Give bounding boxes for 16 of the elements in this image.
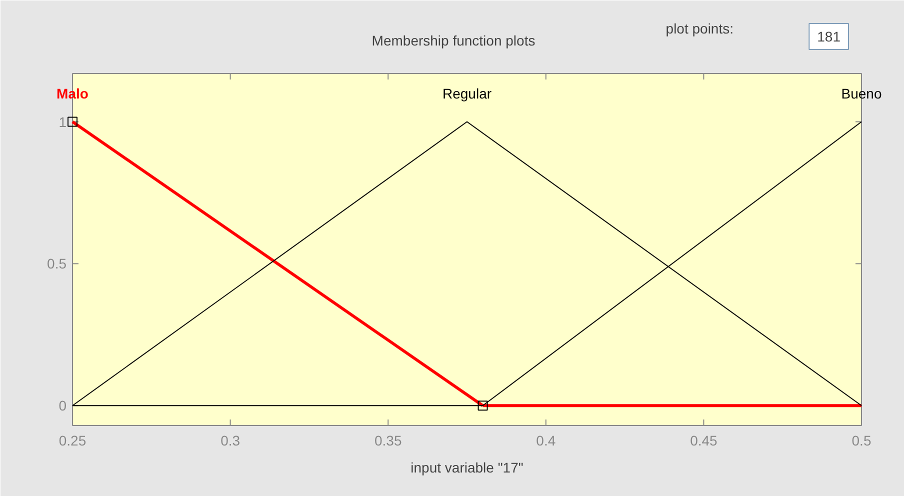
text: Regular <box>442 86 492 102</box>
x-tick-label: 0.3 <box>220 432 240 448</box>
x-tick-label: 0.25 <box>58 432 86 448</box>
x-tick-label: 0.35 <box>374 432 402 448</box>
x-axis-title: input variable "17" <box>410 460 524 476</box>
chart-title: Membership function plots <box>372 32 536 48</box>
y-tick-label: 0.5 <box>47 256 67 272</box>
x-tick-label: 0.5 <box>852 432 872 448</box>
text: 181 <box>817 28 841 44</box>
y-tick-label: 0 <box>58 398 67 414</box>
text: Bueno <box>841 86 882 102</box>
x-tick-label: 0.45 <box>690 432 718 448</box>
x-tick-label: 0.4 <box>536 432 556 448</box>
y-tick-label: 1 <box>58 114 67 130</box>
series-label: Malo <box>56 86 88 102</box>
text: plot points: <box>666 20 734 36</box>
